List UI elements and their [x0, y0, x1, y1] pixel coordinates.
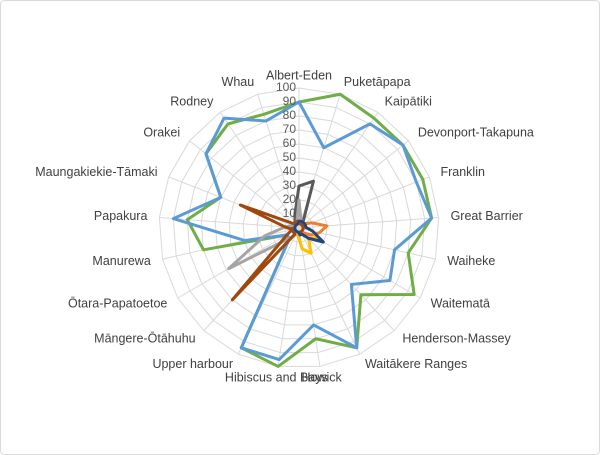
category-label: Devonport-Takapuna — [418, 126, 534, 140]
category-label: Albert-Eden — [266, 68, 332, 82]
category-label: Maungakiekie-Tāmaki — [35, 165, 157, 179]
spoke — [298, 176, 430, 229]
category-label: Waiheke — [447, 254, 495, 268]
spoke — [298, 140, 409, 229]
spoke — [298, 112, 379, 229]
category-label: Whau — [222, 75, 255, 89]
category-label: Franklin — [440, 165, 485, 179]
r-tick-label: 50 — [283, 150, 297, 164]
category-label: Great Barrier — [451, 209, 523, 223]
grid-ring — [158, 87, 440, 367]
r-tick-label: 30 — [283, 178, 297, 192]
category-label: Orakei — [143, 126, 180, 140]
category-label: Howick — [302, 371, 343, 385]
grid-ring — [242, 171, 356, 284]
category-label: Kaipātiki — [385, 95, 432, 109]
series-line — [171, 100, 434, 362]
category-label: Ōtara-Papatoetoe — [68, 296, 167, 310]
r-tick-label: 100 — [276, 80, 296, 94]
r-tick-label: 90 — [283, 94, 297, 108]
spoke — [159, 217, 300, 229]
series-line — [293, 219, 325, 244]
category-label: Māngere-Ōtāhuhu — [94, 332, 196, 346]
spoke — [298, 227, 436, 260]
r-tick-label: 70 — [283, 122, 297, 136]
spoke — [257, 94, 300, 229]
r-tick-label: 20 — [283, 192, 297, 206]
category-label: Waitākere Ranges — [365, 357, 467, 371]
category-label: Henderson-Massey — [402, 332, 511, 346]
grid-ring — [214, 143, 384, 312]
category-label: Waitematā — [431, 296, 490, 310]
r-tick-label: 60 — [283, 136, 297, 150]
spoke — [298, 227, 395, 331]
category-label: Hibiscus and Bays — [225, 371, 328, 385]
category-label: Upper harbour — [152, 357, 233, 371]
grid-ring — [228, 157, 370, 298]
category-label: Rodney — [170, 95, 214, 109]
r-tick-label: 10 — [283, 206, 297, 220]
r-tick-label: 80 — [283, 108, 297, 122]
spoke — [277, 227, 300, 367]
spoke — [298, 227, 321, 367]
grid-ring — [256, 185, 342, 271]
category-label: Manurewa — [92, 254, 150, 268]
category-label: Papakura — [94, 209, 148, 223]
category-label: Puketāpapa — [344, 75, 411, 89]
grid-ring — [270, 199, 328, 257]
r-tick-label: 40 — [283, 164, 297, 178]
spoke — [219, 112, 300, 229]
